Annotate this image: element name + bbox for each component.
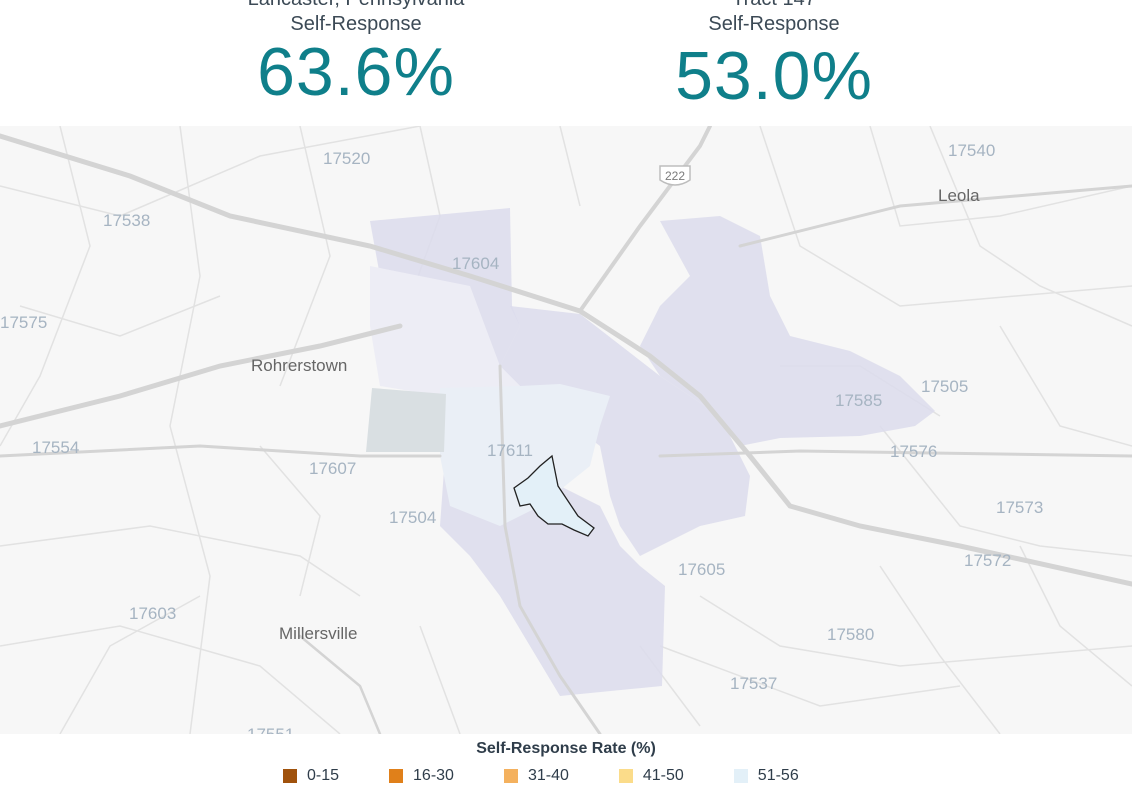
zip-label: 17540 — [948, 141, 995, 160]
zip-label: 17604 — [452, 254, 499, 273]
legend-label: 41-50 — [642, 767, 684, 784]
stat-county-value: 63.6% — [257, 34, 455, 110]
major-roads — [0, 126, 1132, 734]
stat-tract-value: 53.0% — [675, 38, 873, 114]
city-area-core[interactable] — [440, 384, 610, 526]
zip-17602-area[interactable] — [500, 306, 750, 556]
stat-tract-label-1: Tract 147 — [626, 0, 922, 12]
tract-gray-area[interactable] — [366, 388, 446, 452]
zip-label: 17505 — [921, 377, 968, 396]
zip-label: 17575 — [0, 313, 47, 332]
zip-label: 17504 — [389, 508, 436, 527]
stat-county: Lancaster, Pennsylvania Self-Response 63… — [216, 0, 496, 107]
legend-label: 0-15 — [307, 767, 340, 784]
legend-swatch — [389, 769, 404, 783]
town-label-leola: Leola — [938, 186, 980, 205]
map-canvas[interactable]: 222 17520 17540 17538 17604 17575 17505 … — [0, 126, 1132, 734]
route-shield-label: 222 — [665, 169, 685, 183]
legend-item[interactable]: 0-15 — [283, 767, 339, 785]
zip-label: 17551 — [247, 725, 294, 734]
legend-item[interactable]: 51-56 — [733, 767, 799, 785]
stat-county-label-2: Self-Response — [290, 13, 422, 35]
legend-swatch — [503, 769, 518, 783]
stat-county-label-1: Lancaster, Pennsylvania — [216, 0, 496, 12]
zip-label: 17605 — [678, 560, 725, 579]
legend-label: 51-56 — [757, 767, 799, 784]
legend-item[interactable]: 31-40 — [503, 767, 569, 785]
town-label-rohrerstown: Rohrerstown — [251, 356, 347, 375]
legend-swatch — [733, 769, 748, 783]
stat-tract: Tract 147 Self-Response 53.0% — [626, 0, 922, 111]
zip-label: 17607 — [309, 459, 356, 478]
zip-label: 17580 — [827, 625, 874, 644]
zip-label: 17573 — [996, 498, 1043, 517]
legend-item[interactable]: 16-30 — [389, 767, 454, 785]
minor-roads — [0, 126, 1132, 734]
route-shield-222: 222 — [659, 165, 691, 186]
legend-items: 0-15 16-30 31-40 41-50 51-56 — [283, 767, 849, 785]
zip-label: 17585 — [835, 391, 882, 410]
tract-147-area[interactable] — [513, 454, 595, 537]
zip-label: 17537 — [730, 674, 777, 693]
zip-label: 17603 — [129, 604, 176, 623]
map-svg[interactable]: 222 17520 17540 17538 17604 17575 17505 … — [0, 126, 1132, 734]
legend-item[interactable]: 41-50 — [618, 767, 684, 785]
town-label-millersville: Millersville — [279, 624, 357, 643]
legend-swatch — [618, 769, 633, 783]
legend-title: Self-Response Rate (%) — [476, 740, 656, 757]
zip-label: 17520 — [323, 149, 370, 168]
stat-tract-label-2: Self-Response — [708, 13, 840, 35]
legend-swatch — [283, 769, 297, 783]
legend-label: 31-40 — [527, 767, 569, 784]
city-area-west[interactable] — [370, 266, 520, 406]
zip-label: 17554 — [32, 438, 79, 457]
zip-17601-area[interactable] — [640, 216, 935, 446]
zip-label: 17572 — [964, 551, 1011, 570]
zip-label: 17611 — [487, 441, 533, 460]
zip-label: 17538 — [103, 211, 150, 230]
legend-label: 16-30 — [413, 767, 454, 784]
zip-label: 17576 — [890, 442, 937, 461]
legend: Self-Response Rate (%) 0-15 16-30 31-40 … — [0, 734, 1132, 792]
